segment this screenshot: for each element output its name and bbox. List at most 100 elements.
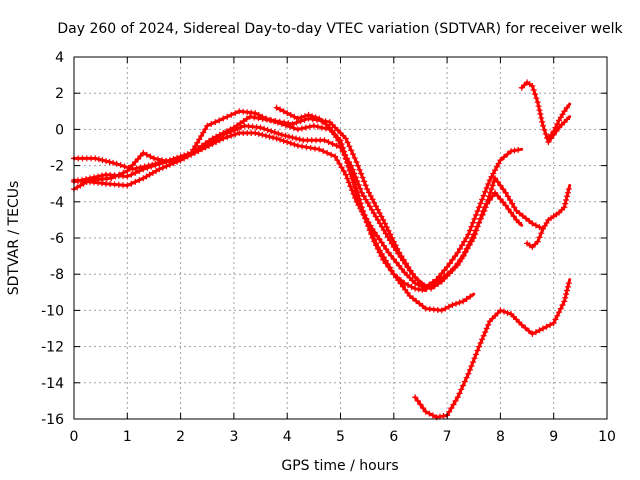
data-point-marker [468,362,475,369]
data-point-marker [468,223,475,230]
data-point-marker [74,177,81,184]
data-point-marker [326,119,333,126]
data-point-marker [466,227,473,234]
data-point-marker [289,120,296,127]
data-point-marker [365,223,372,230]
data-point-marker [121,163,128,170]
data-point-marker [367,192,374,199]
data-point-marker [480,192,487,199]
data-point-marker [329,121,336,128]
data-point-marker [547,321,554,328]
data-point-marker [406,274,413,281]
data-point-marker [561,298,568,305]
data-point-marker [374,245,381,252]
data-point-marker [116,171,123,178]
data-point-marker [277,136,284,143]
data-point-marker [564,116,571,123]
data-point-marker [362,215,369,222]
data-point-marker [306,123,313,130]
data-point-marker [519,212,526,219]
data-point-marker [277,106,284,113]
y-tick-label: 0 [55,122,64,138]
data-point-marker [346,166,353,173]
data-point-marker [294,142,301,149]
data-point-marker [402,286,409,293]
data-point-marker [530,87,537,94]
data-point-marker [426,410,433,417]
data-point-marker [368,231,375,238]
data-point-marker [290,125,297,132]
data-point-marker [390,256,397,263]
data-point-marker [369,235,376,241]
data-point-marker [545,135,552,142]
data-point-marker [513,207,520,214]
data-point-marker [400,256,407,263]
data-point-marker [380,242,387,249]
data-point-marker [237,120,244,127]
data-point-marker [535,103,542,110]
data-point-marker [529,244,536,251]
data-point-marker [494,192,501,199]
data-point-marker [331,131,338,138]
data-point-marker [374,216,381,223]
data-point-marker [534,238,541,245]
data-point-marker [349,173,356,180]
data-point-marker [389,235,396,241]
data-point-marker [505,206,512,213]
data-point-marker [420,405,427,412]
data-point-marker [502,189,509,196]
data-point-marker [278,131,285,138]
data-point-marker [401,280,408,287]
data-point-marker [302,124,309,131]
data-point-marker [486,193,493,200]
data-point-marker [348,147,355,154]
data-point-marker [385,263,392,270]
data-point-marker [412,274,419,281]
data-point-marker [529,220,536,227]
data-point-marker [516,219,523,226]
data-point-marker [156,166,163,173]
data-point-marker [136,177,143,184]
data-point-marker [497,307,504,314]
data-point-marker [473,211,480,218]
data-point-marker [541,126,548,133]
data-point-marker [536,107,543,114]
data-point-marker [240,118,247,125]
data-point-marker [329,140,336,147]
data-point-marker [368,206,375,213]
data-point-marker [500,154,507,161]
data-point-marker [442,305,449,312]
data-point-marker [483,184,490,191]
data-point-marker [380,216,387,223]
x-tick-label: 1 [123,429,132,445]
data-point-marker [466,366,473,373]
data-layer [71,79,572,421]
data-point-marker [190,146,197,153]
data-point-marker [140,149,147,156]
data-point-marker [230,124,237,131]
data-point-marker [461,238,468,245]
data-point-marker [289,134,296,141]
data-point-marker [216,131,223,138]
data-point-marker [456,299,463,306]
data-point-marker [398,253,405,260]
data-point-marker [132,178,139,185]
data-point-marker [340,132,347,139]
data-point-marker [356,166,363,173]
data-point-marker [334,157,341,164]
axis-ticks: 0 1 2 3 4 5 6 7 8 9 10 -16 -14 -12 -10 -8 -6 -4 -2 0 2 4 [41,50,616,445]
data-point-marker [436,273,443,280]
data-point-marker [500,199,507,206]
data-point-marker [364,199,371,206]
data-point-marker [409,271,416,278]
data-point-marker [465,370,472,377]
data-point-marker [449,256,456,263]
data-point-marker [285,133,292,140]
data-point-marker [470,231,477,238]
data-point-marker [412,285,419,292]
data-point-marker [452,397,459,404]
data-point-marker [428,285,435,292]
data-point-marker [307,144,314,151]
data-point-marker [414,397,421,404]
data-point-marker [378,253,385,260]
